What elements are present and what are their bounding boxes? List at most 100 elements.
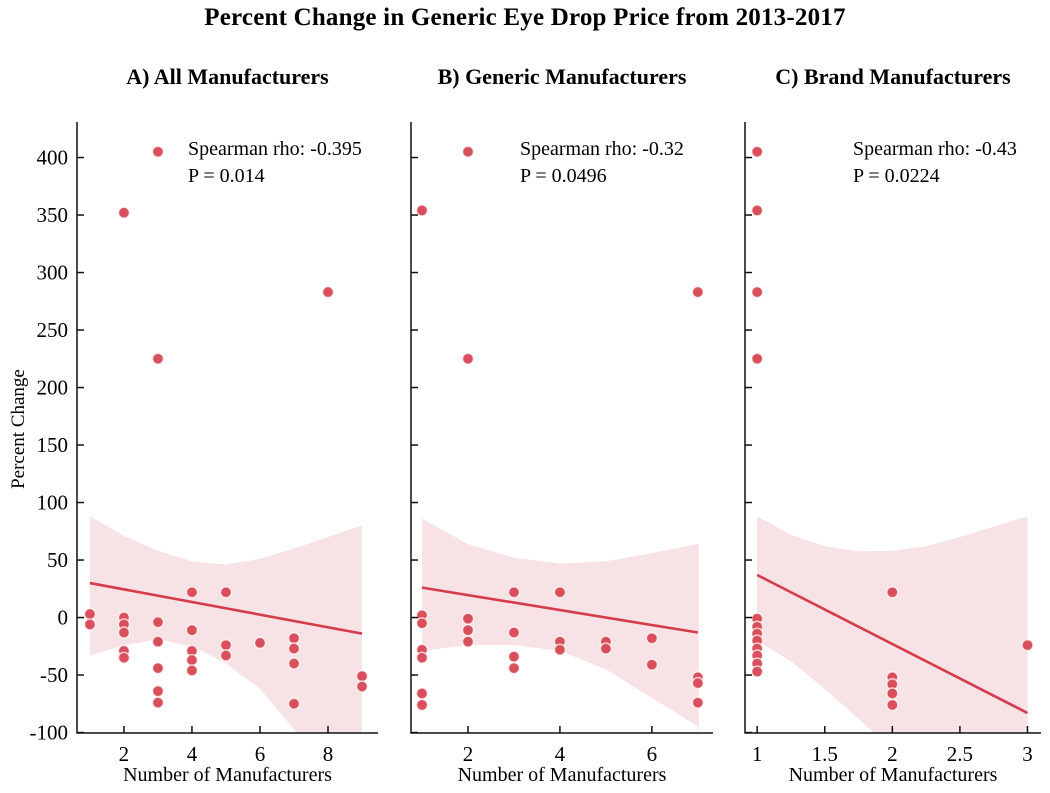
data-point [83,618,97,631]
data-point [553,586,567,599]
data-point [553,643,567,656]
data-point [507,626,521,639]
data-point [415,204,429,217]
data-point [151,635,165,648]
panel-c-plot: 1 1.5 2 2.5 3 [744,122,1041,766]
data-point [151,661,165,675]
data-point [117,626,131,639]
data-point [886,687,899,700]
y-tick-label: 150 [37,433,69,457]
data-point [750,352,764,365]
y-tick-label: -100 [30,721,69,745]
data-point [185,664,199,677]
trend-line [89,581,363,635]
data-point [461,635,475,648]
data-point [886,698,899,712]
data-point [691,285,705,299]
data-point [117,651,131,664]
data-point [750,145,764,158]
data-point [691,676,705,690]
y-tick-label: 50 [47,548,68,572]
data-point [507,661,521,675]
x-tick-label: 2.5 [947,742,973,766]
y-axis-label: Percent Change [8,369,29,489]
data-point [151,615,165,629]
panel-a-xaxis-label: Number of Manufacturers [123,764,332,786]
data-point [461,612,475,625]
data-point [287,657,301,670]
data-point [645,632,659,645]
x-tick-label: 4 [555,742,566,766]
data-point [151,352,165,365]
x-tick-label: 6 [647,742,658,766]
data-point [151,696,165,709]
data-point [287,642,301,655]
data-point [507,586,521,599]
data-point [185,653,199,667]
y-tick-label: 350 [37,203,69,227]
data-point [219,649,233,662]
data-point [355,669,369,683]
y-tick-label: 200 [37,376,69,400]
panel-b-title: B) Generic Manufacturers [437,64,687,89]
x-tick-label: 3 [1022,742,1033,766]
panel-a-title: A) All Manufacturers [126,64,329,89]
y-tick-label: 100 [37,491,69,515]
data-point [355,680,369,693]
confidence-band [89,516,363,733]
data-point [415,651,429,664]
data-point [750,665,764,678]
data-point [415,617,429,630]
x-tick-label: 6 [255,742,266,766]
data-point [185,623,199,637]
data-point [750,285,764,299]
y-tick-label: -50 [40,663,68,687]
panel-c-annotation: Spearman rho: -0.43 P = 0.0224 [853,136,1017,190]
y-tick-label: 300 [37,261,69,285]
panel-b-annotation: Spearman rho: -0.32 P = 0.0496 [520,136,684,190]
figure-title: Percent Change in Generic Eye Drop Price… [204,4,846,31]
data-point [886,586,899,599]
panel-c-title: C) Brand Manufacturers [775,64,1011,89]
x-tick-label: 2 [887,742,898,766]
trend-line [421,586,699,634]
data-point [83,607,97,621]
data-point [287,632,301,645]
data-point [219,638,233,652]
data-point [321,285,335,299]
panel-a-spearman: Spearman rho: -0.395 [188,138,362,160]
data-point [151,145,165,158]
data-point [253,636,267,650]
panel-a-plot: -100 -50 0 50 100 150 200 250 300 350 400 2 4 6 8 [30,122,378,766]
data-point [461,623,475,637]
x-tick-label: 4 [187,742,198,766]
panel-a-annotation: Spearman rho: -0.395 P = 0.014 [188,136,362,190]
x-tick-label: 8 [323,742,334,766]
data-point [117,206,131,219]
data-point [1021,638,1034,652]
data-point [599,642,613,655]
data-point [219,586,233,599]
panel-b-plot: 2 4 6 [410,122,713,766]
data-point [151,684,165,698]
data-point [507,650,521,663]
panel-a-pvalue: P = 0.014 [188,165,265,187]
panel-b-spearman: Spearman rho: -0.32 [520,138,684,160]
x-tick-label: 1 [752,742,763,766]
data-point [287,697,301,710]
data-point [185,586,199,599]
y-tick-label: 0 [58,606,69,630]
y-tick-label: 250 [37,318,69,342]
trend-line [756,573,1029,715]
x-tick-label: 1.5 [812,742,838,766]
panel-c-pvalue: P = 0.0224 [853,165,940,187]
data-point [691,696,705,709]
panel-b-xaxis-label: Number of Manufacturers [457,764,667,786]
x-tick-label: 2 [463,742,474,766]
data-point [461,145,475,158]
panel-b-pvalue: P = 0.0496 [520,165,607,187]
panel-c-spearman: Spearman rho: -0.43 [853,138,1017,160]
confidence-band [422,518,699,733]
